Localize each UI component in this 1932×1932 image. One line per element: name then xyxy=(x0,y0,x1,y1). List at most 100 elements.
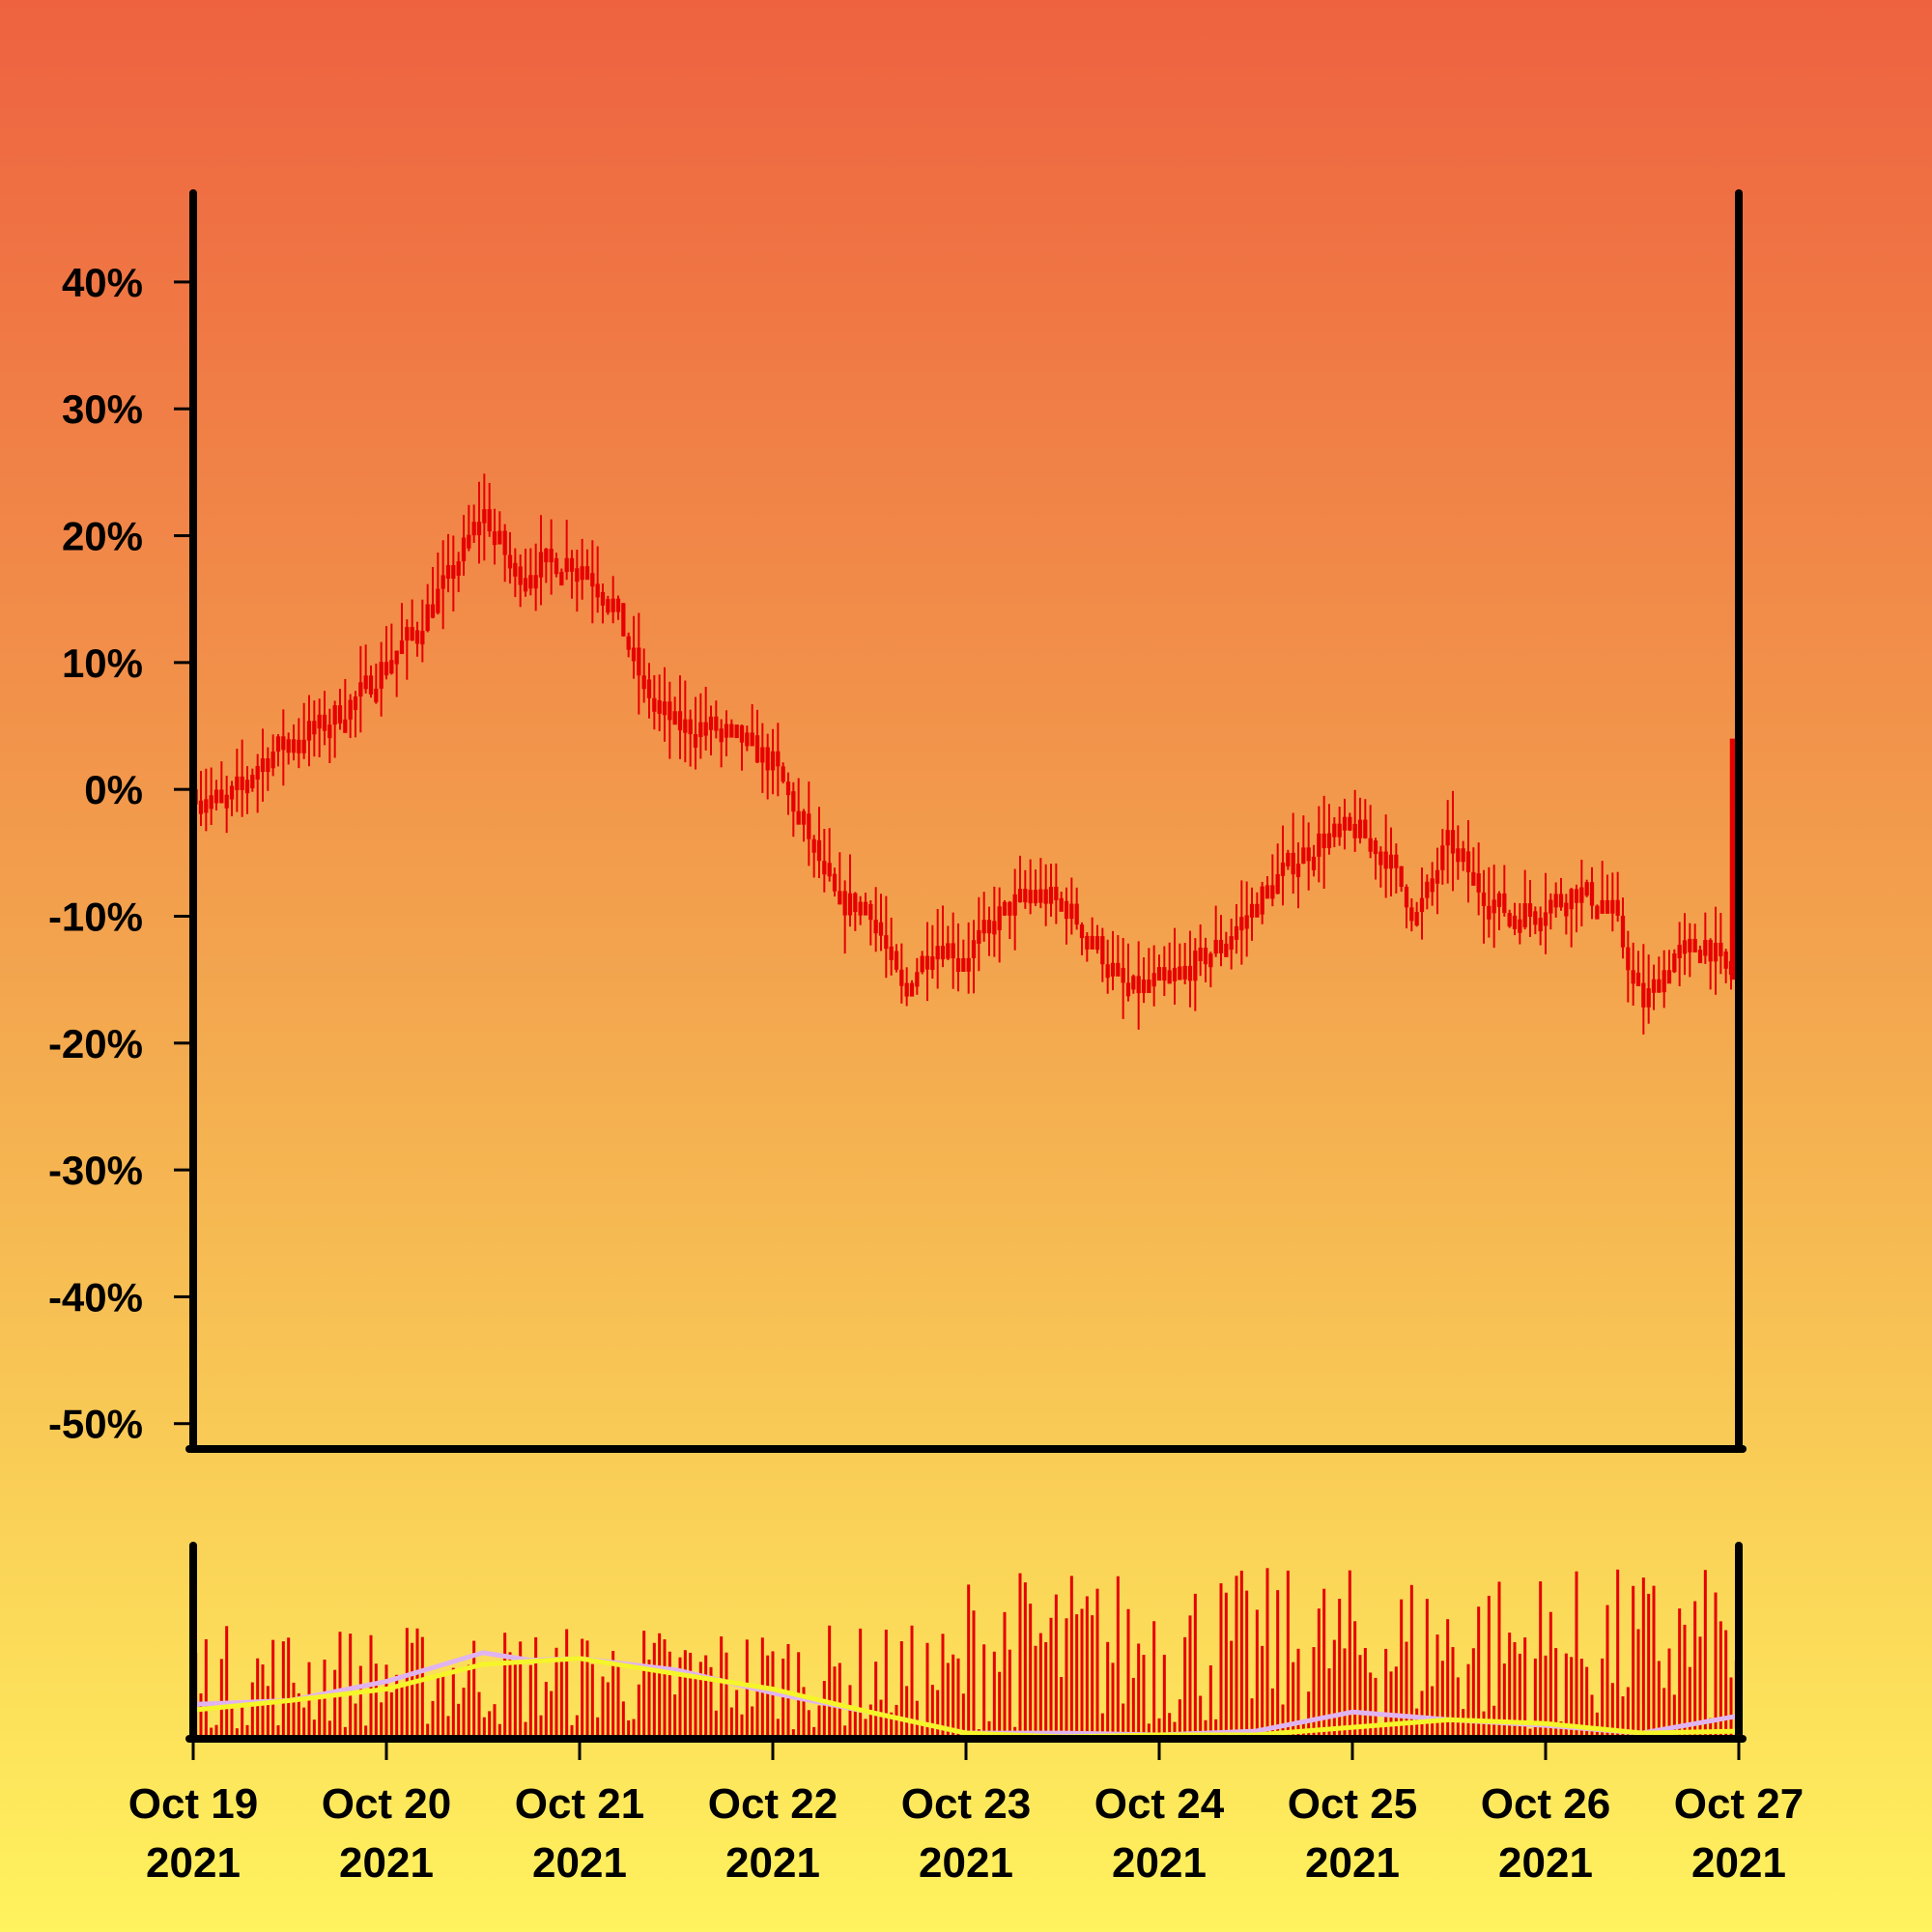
candle-body xyxy=(461,537,467,562)
volume-bar xyxy=(967,1584,971,1739)
candle-body xyxy=(528,575,533,589)
volume-bar xyxy=(1714,1592,1718,1739)
candle-body xyxy=(1198,947,1203,961)
candle-body xyxy=(1522,903,1527,927)
volume-bar xyxy=(987,1720,991,1739)
candle-body xyxy=(1208,953,1213,968)
candle-body xyxy=(538,552,544,578)
volume-bar xyxy=(606,1682,610,1739)
volume-bar xyxy=(266,1686,270,1739)
candle-body xyxy=(1383,851,1388,869)
candle-body xyxy=(1476,873,1481,893)
candle-body xyxy=(1048,886,1054,904)
candle-body xyxy=(590,573,595,587)
volume-bar xyxy=(1425,1599,1429,1739)
volume-bar xyxy=(539,1715,543,1739)
volume-bar xyxy=(214,1724,218,1739)
x-tick-label-year: 2021 xyxy=(725,1839,820,1887)
candle-body xyxy=(513,562,518,577)
candle-body xyxy=(564,557,569,573)
volume-bar xyxy=(1095,1588,1099,1739)
x-tick-label-date: Oct 23 xyxy=(901,1780,1032,1828)
volume-bar xyxy=(1224,1592,1228,1739)
volume-bar xyxy=(297,1692,300,1739)
volume-bar xyxy=(1559,1721,1563,1739)
volume-bar xyxy=(1652,1585,1656,1739)
volume-bar xyxy=(1451,1647,1455,1739)
candle-body xyxy=(1193,951,1198,981)
volume-bar xyxy=(1518,1653,1521,1739)
x-tick-label-year: 2021 xyxy=(1305,1839,1400,1887)
candle-body xyxy=(1533,911,1538,925)
volume-bar xyxy=(776,1719,780,1739)
candle-body xyxy=(915,972,920,987)
volume-bar xyxy=(1038,1633,1042,1739)
candle-body xyxy=(368,675,374,695)
candle-body xyxy=(1043,889,1048,904)
volume-bar xyxy=(895,1704,898,1739)
volume-bar xyxy=(1106,1641,1110,1739)
candle-body xyxy=(389,660,394,674)
volume-bar xyxy=(1157,1718,1161,1739)
volume-bar xyxy=(1358,1655,1362,1739)
candle-body xyxy=(698,722,703,737)
volume-bar xyxy=(528,1664,532,1739)
candle-body xyxy=(451,565,456,580)
volume-bar xyxy=(766,1655,770,1739)
candle-body xyxy=(1255,903,1260,918)
candle-body xyxy=(739,724,745,743)
candle-body xyxy=(940,946,946,960)
volume-bar xyxy=(1471,1648,1475,1739)
volume-bar xyxy=(596,1717,600,1739)
volume-bar xyxy=(230,1708,234,1739)
volume-bar xyxy=(601,1676,605,1739)
candle-body xyxy=(1012,894,1017,916)
candle-body xyxy=(1419,897,1425,913)
candle-body xyxy=(904,982,909,997)
y-tick-label: -40% xyxy=(48,1274,143,1320)
volume-bar xyxy=(890,1712,894,1739)
volume-bar xyxy=(952,1654,955,1739)
candle-body xyxy=(1244,915,1249,929)
volume-bar xyxy=(884,1629,888,1739)
candle-body xyxy=(1502,893,1507,914)
candle-body xyxy=(297,739,301,753)
candle-body xyxy=(1440,845,1445,870)
volume-bar xyxy=(1122,1703,1125,1739)
volume-bar xyxy=(1276,1590,1280,1739)
candle-body xyxy=(1672,953,1677,973)
candle-body xyxy=(1264,885,1270,899)
candle-body xyxy=(1125,982,1131,997)
candle-body xyxy=(884,935,889,950)
candle-body xyxy=(621,603,626,637)
volume-bar xyxy=(1616,1569,1620,1739)
volume-bar xyxy=(1683,1624,1687,1739)
volume-bar xyxy=(1508,1633,1512,1739)
y-tick-label: 20% xyxy=(62,514,143,559)
volume-bar xyxy=(426,1723,430,1739)
candle-body xyxy=(637,647,641,676)
candle-body xyxy=(1605,899,1610,914)
volume-bar xyxy=(488,1711,492,1739)
candle-body xyxy=(1461,848,1465,863)
volume-bar xyxy=(1724,1630,1728,1739)
candle-body xyxy=(1280,862,1286,876)
volume-bar xyxy=(627,1719,631,1739)
candle-body xyxy=(1363,819,1368,838)
candle-body xyxy=(1688,938,1692,952)
y-tick-label: 10% xyxy=(62,640,143,686)
candle-body xyxy=(703,722,708,736)
volume-bar xyxy=(1208,1664,1212,1739)
candle-body xyxy=(235,776,240,790)
volume-bar xyxy=(1131,1677,1135,1739)
volume-bar xyxy=(802,1687,806,1739)
volume-bar xyxy=(318,1698,322,1739)
volume-bar xyxy=(879,1699,883,1739)
volume-bar xyxy=(400,1685,404,1739)
candle-body xyxy=(213,789,219,804)
candle-body xyxy=(652,697,657,712)
volume-bar xyxy=(1193,1593,1197,1739)
volume-bar xyxy=(374,1663,378,1739)
volume-bar xyxy=(1338,1599,1342,1739)
candle-body xyxy=(1543,912,1548,926)
